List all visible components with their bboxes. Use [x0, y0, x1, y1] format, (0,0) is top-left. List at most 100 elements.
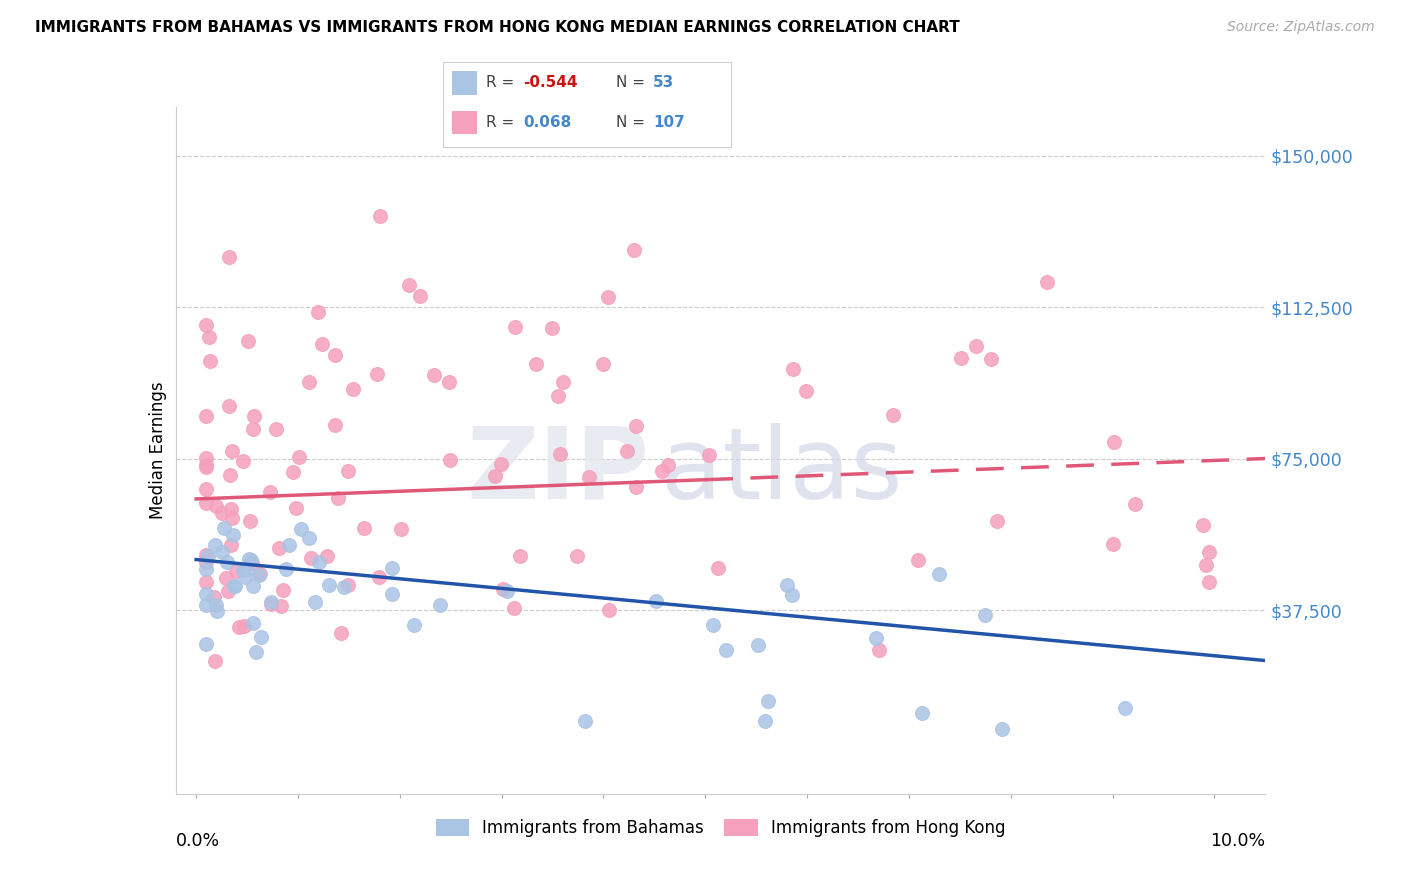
Point	[245, 645, 267, 659]
Point	[423, 368, 446, 383]
Point	[202, 590, 225, 604]
Point	[551, 376, 574, 390]
Point	[307, 305, 329, 319]
Point	[503, 320, 526, 334]
Point	[706, 561, 728, 575]
Point	[249, 566, 271, 581]
Point	[702, 618, 724, 632]
Point	[239, 514, 262, 528]
Point	[267, 541, 290, 555]
Point	[337, 464, 360, 478]
Point	[598, 290, 620, 304]
Point	[1198, 545, 1220, 559]
Text: 10.0%: 10.0%	[1211, 831, 1265, 850]
Text: -0.544: -0.544	[523, 75, 578, 90]
Point	[548, 447, 571, 461]
Point	[304, 595, 326, 609]
Point	[911, 706, 934, 720]
Point	[794, 384, 817, 399]
Point	[380, 561, 402, 575]
Text: N =: N =	[616, 75, 650, 90]
Point	[212, 521, 235, 535]
Point	[1123, 497, 1146, 511]
Point	[198, 354, 221, 368]
Point	[260, 595, 283, 609]
Bar	[451, 111, 478, 135]
Point	[540, 320, 562, 334]
Point	[1036, 275, 1059, 289]
Point	[211, 545, 233, 559]
Point	[195, 318, 218, 332]
Point	[222, 579, 245, 593]
Point	[240, 552, 263, 566]
Point	[439, 453, 461, 467]
Point	[754, 714, 776, 728]
Point	[389, 522, 412, 536]
Point	[195, 409, 218, 423]
Point	[219, 502, 242, 516]
Point	[342, 382, 364, 396]
Point	[491, 582, 513, 597]
Point	[565, 549, 588, 563]
Point	[247, 568, 270, 582]
Point	[337, 578, 360, 592]
Point	[195, 458, 218, 472]
Point	[782, 361, 804, 376]
Point	[776, 578, 799, 592]
Point	[491, 457, 513, 471]
Point	[645, 594, 668, 608]
Point	[224, 579, 246, 593]
Text: 0.068: 0.068	[523, 115, 572, 130]
Point	[1102, 435, 1125, 450]
Point	[250, 631, 273, 645]
Text: IMMIGRANTS FROM BAHAMAS VS IMMIGRANTS FROM HONG KONG MEDIAN EARNINGS CORRELATION: IMMIGRANTS FROM BAHAMAS VS IMMIGRANTS FR…	[35, 20, 960, 35]
Point	[574, 714, 596, 728]
Point	[308, 556, 330, 570]
Point	[657, 458, 679, 472]
Point	[195, 555, 218, 569]
Point	[484, 468, 506, 483]
Point	[204, 538, 226, 552]
Point	[928, 567, 950, 582]
Point	[965, 339, 987, 353]
Point	[315, 549, 337, 564]
Point	[990, 723, 1012, 737]
Text: atlas: atlas	[661, 423, 903, 519]
Point	[578, 470, 600, 484]
Point	[865, 631, 887, 645]
Point	[276, 562, 298, 576]
Point	[215, 571, 238, 585]
Point	[204, 598, 226, 612]
Point	[1195, 558, 1218, 572]
Point	[381, 587, 404, 601]
Text: ZIP: ZIP	[467, 423, 650, 519]
Point	[277, 538, 299, 552]
Point	[228, 620, 250, 634]
Point	[1102, 537, 1125, 551]
Point	[219, 538, 242, 552]
Point	[221, 443, 243, 458]
Point	[714, 643, 737, 657]
Text: R =: R =	[486, 115, 519, 130]
Point	[404, 617, 426, 632]
Point	[367, 569, 389, 583]
Point	[368, 209, 391, 223]
Text: 53: 53	[654, 75, 675, 90]
Point	[623, 243, 645, 257]
Point	[243, 409, 266, 423]
Point	[326, 491, 349, 505]
Point	[624, 480, 647, 494]
Point	[195, 483, 218, 497]
Point	[697, 448, 720, 462]
Point	[869, 643, 891, 657]
Point	[218, 250, 240, 264]
Point	[624, 419, 647, 434]
Point	[747, 638, 769, 652]
Point	[299, 550, 322, 565]
Point	[195, 450, 218, 465]
Point	[366, 367, 388, 381]
Point	[236, 562, 259, 576]
Point	[195, 587, 218, 601]
Point	[651, 465, 673, 479]
Point	[526, 357, 548, 371]
